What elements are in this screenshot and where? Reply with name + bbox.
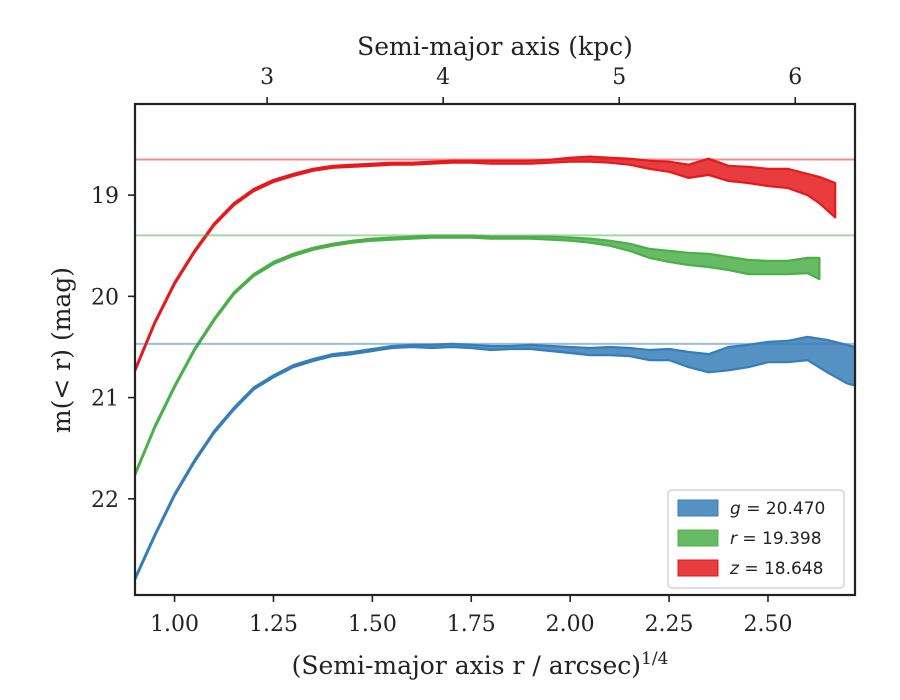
legend-value: = 19.398: [737, 529, 822, 549]
y-tick-label: 22: [91, 488, 119, 513]
series-band-z: [133, 155, 837, 373]
x-tick-label: 2.25: [645, 612, 694, 637]
legend-variable: z: [729, 559, 740, 579]
x-axis-title: (Semi-major axis r / arcsec)1/4: [292, 649, 669, 680]
y-axis-title: m(< r) (mag): [47, 267, 76, 433]
series-band-r: [133, 234, 821, 477]
top-tick-label: 4: [436, 65, 450, 90]
y-tick-label: 21: [91, 387, 119, 412]
y-axis-ticks: 19 20 21 22: [91, 184, 135, 513]
top-tick-label: 6: [788, 65, 802, 90]
top-axis-ticks: 3 4 5 6: [260, 65, 802, 104]
legend-variable: g: [730, 499, 741, 519]
legend-value: = 20.470: [741, 499, 826, 519]
x-tick-label: 1.50: [348, 612, 397, 637]
legend-swatch-z: [677, 559, 719, 577]
x-axis-title-exponent: 1/4: [641, 649, 668, 669]
x-tick-label: 2.00: [546, 612, 595, 637]
y-tick-label: 20: [91, 285, 119, 310]
x-axis-title-main: (Semi-major axis r / arcsec): [292, 651, 641, 680]
legend-label-z: z = 18.648: [729, 559, 823, 579]
x-axis-ticks: 1.00 1.25 1.50 1.75 2.00 2.25 2.50: [150, 595, 792, 637]
legend-swatch-r: [677, 529, 719, 547]
legend-label-g: g = 20.470: [730, 499, 825, 519]
y-tick-label: 19: [91, 184, 119, 209]
top-tick-label: 3: [260, 65, 274, 90]
legend-label-r: r = 19.398: [730, 529, 822, 549]
plot-frame: [133, 102, 857, 597]
x-tick-label: 1.75: [447, 612, 496, 637]
legend-value: = 18.648: [739, 559, 824, 579]
x-tick-label: 1.25: [249, 612, 298, 637]
legend-variable: r: [730, 529, 738, 549]
reference-lines: [135, 158, 855, 345]
x-tick-label: 2.50: [743, 612, 792, 637]
top-x-axis-title: Semi-major axis (kpc): [357, 32, 633, 61]
x-tick-label: 1.00: [150, 612, 199, 637]
top-tick-label: 5: [612, 65, 626, 90]
legend-swatch-g: [677, 499, 719, 517]
